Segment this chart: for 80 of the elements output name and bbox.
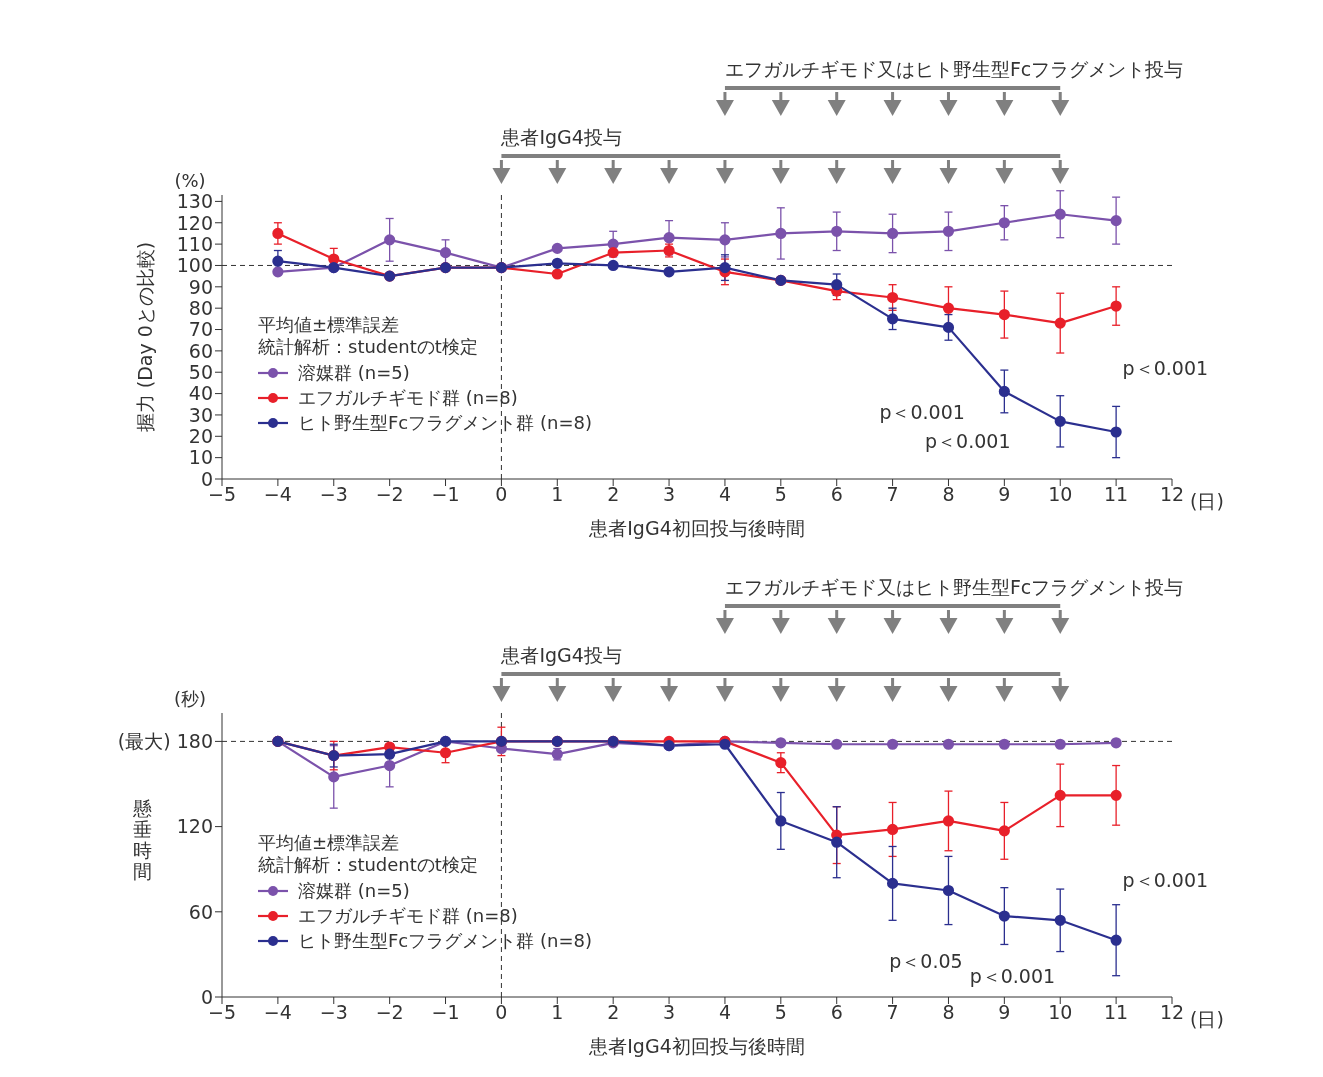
x-tick-label: 4 (718, 1001, 731, 1024)
annotation: p＜0.001 (1122, 356, 1209, 379)
text: エフガルチギモド又はヒト野生型Fcフラグメント投与 (724, 576, 1184, 598)
x-tick-label: −3 (319, 483, 348, 506)
x-tick-label: −4 (263, 1001, 292, 1024)
y-tick-label: 110 (176, 232, 213, 255)
x-tick-label: 6 (830, 483, 843, 506)
x-tick-label: 5 (774, 1001, 787, 1024)
x-tick-label: 4 (718, 483, 731, 506)
x-tick-label: 3 (663, 483, 676, 506)
y-tick-label: 60 (188, 339, 213, 362)
x-tick-label: −4 (263, 483, 292, 506)
x-tick-label: 5 (774, 483, 787, 506)
x-tick-label: 2 (607, 1001, 620, 1024)
x-tick-label: 11 (1104, 1001, 1129, 1024)
x-tick-label: 2 (607, 483, 620, 506)
legend-label: ヒト野生型Fcフラグメント群 (n=8) (298, 412, 592, 433)
y-tick-label: 80 (188, 296, 213, 319)
y-tick-label: 100 (176, 254, 213, 277)
legend-label: エフガルチギモド群 (n=8) (298, 905, 518, 926)
y-tick-label: 60 (188, 900, 213, 923)
x-tick-label: 10 (1048, 483, 1073, 506)
x-tick-label: 11 (1104, 483, 1129, 506)
y-tick-label: 30 (188, 403, 213, 426)
x-tick-label: 8 (942, 1001, 955, 1024)
y-tick-label: 40 (188, 382, 213, 405)
y-tick-label: 70 (188, 318, 213, 341)
x-tick-label: 12 (1159, 483, 1185, 506)
text: エフガルチギモド又はヒト野生型Fcフラグメント投与 (724, 58, 1184, 80)
x-tick-label: 6 (830, 1001, 843, 1024)
annotation: 平均値±標準誤差 (258, 832, 400, 853)
text: (%) (174, 170, 206, 191)
annotation: p＜0.001 (969, 964, 1056, 987)
y-tick-label: 130 (176, 190, 213, 213)
x-tick-label: 8 (942, 483, 955, 506)
x-tick-label: −3 (319, 1001, 348, 1024)
x-tick-label: −1 (431, 483, 460, 506)
x-tick-label: −1 (431, 1001, 460, 1024)
x-tick-label: 9 (998, 483, 1011, 506)
annotation: p＜0.001 (1122, 869, 1209, 892)
legend-label: ヒト野生型Fcフラグメント群 (n=8) (298, 930, 592, 951)
annotation: 統計解析：studentのt検定 (258, 336, 478, 357)
x-tick-label: 1 (551, 483, 564, 506)
y-tick-label: 50 (188, 360, 213, 383)
x-tick-label: 12 (1159, 1001, 1185, 1024)
x-tick-label: 0 (495, 483, 508, 506)
legend-label: 溶媒群 (n=5) (298, 880, 410, 901)
x-tick-label: −2 (375, 483, 404, 506)
legend-label: エフガルチギモド群 (n=8) (298, 387, 518, 408)
x-tick-label: 9 (998, 1001, 1011, 1024)
y-tick-label: 120 (176, 815, 213, 838)
x-tick-label: 1 (551, 1001, 564, 1024)
y-tick-label: 120 (176, 211, 213, 234)
x-tick-label: 7 (886, 1001, 899, 1024)
text: 患者IgG4投与 (500, 126, 622, 148)
y-tick-label: 0 (200, 985, 213, 1008)
text: 患者IgG4投与 (500, 644, 622, 666)
annotation: p＜0.001 (925, 430, 1011, 453)
text: (秒) (173, 688, 207, 709)
annotation: 統計解析：studentのt検定 (258, 854, 478, 875)
x-tick-label: 7 (886, 483, 899, 506)
text: (日) (1190, 1008, 1224, 1030)
y-tick-label: 20 (188, 425, 213, 448)
y-axis-title: 懸垂時間 (131, 797, 152, 882)
annotation: 平均値±標準誤差 (258, 314, 400, 335)
x-axis-title: 患者IgG4初回投与後時間 (588, 1035, 805, 1057)
x-tick-label: 0 (495, 1001, 508, 1024)
x-axis-title: 患者IgG4初回投与後時間 (588, 517, 805, 539)
y-tick-label: 0 (200, 467, 213, 490)
annotation: p＜0.05 (889, 950, 963, 973)
x-tick-label: −2 (375, 1001, 404, 1024)
text: (日) (1190, 490, 1224, 512)
annotation: p＜0.001 (879, 401, 965, 424)
y-tick-label: 90 (188, 275, 213, 298)
y-tick-label: 10 (188, 446, 213, 469)
legend-label: 溶媒群 (n=5) (298, 362, 410, 383)
y-tick-label: (最大) 180 (117, 730, 213, 753)
x-tick-label: 10 (1048, 1001, 1073, 1024)
y-axis-title: 握力 (Day 0との比較) (134, 241, 156, 433)
x-tick-label: 3 (663, 1001, 676, 1024)
